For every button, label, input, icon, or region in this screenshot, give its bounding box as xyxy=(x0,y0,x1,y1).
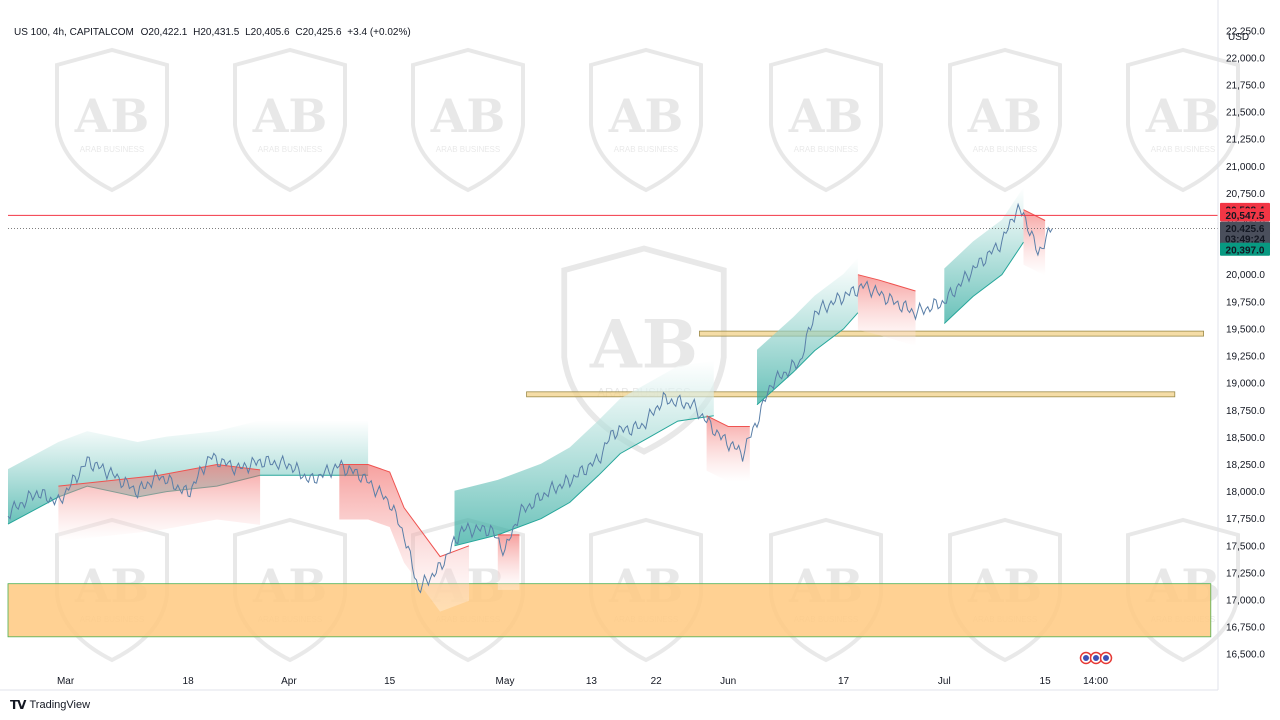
y-tick-label: 19,750.0 xyxy=(1226,297,1265,308)
watermark-shield-5: AB ARAB BUSINESS xyxy=(948,47,1062,193)
trend-cloud-green-edge-3 xyxy=(943,241,1024,324)
watermark-monogram: AB xyxy=(74,89,150,143)
price-tag-label-4: 20,397.0 xyxy=(1226,245,1265,256)
x-tick-label: 22 xyxy=(651,676,663,687)
event-icon-core-2 xyxy=(1103,655,1109,661)
y-tick-label: 21,250.0 xyxy=(1226,135,1265,146)
zone-2 xyxy=(7,583,1212,638)
trend-cloud-red-edge-3 xyxy=(706,415,750,427)
x-tick-label: Apr xyxy=(281,676,297,687)
y-tick-label: 16,750.0 xyxy=(1226,623,1265,634)
watermark-brand: ARAB BUSINESS xyxy=(258,145,322,154)
watermark-monogram: AB xyxy=(1145,89,1221,143)
x-tick-label: Jul xyxy=(938,676,951,687)
low-value: L20,405.6 xyxy=(245,27,290,38)
y-tick-label: 20,000.0 xyxy=(1226,270,1265,281)
watermark-shield-2: AB ARAB BUSINESS xyxy=(411,47,525,193)
watermark-brand: ARAB BUSINESS xyxy=(614,145,678,154)
x-tick-label: Mar xyxy=(57,676,75,687)
y-tick-label: 19,000.0 xyxy=(1226,379,1265,390)
watermark-shield-6: AB ARAB BUSINESS xyxy=(1126,47,1240,193)
y-tick-label: 21,750.0 xyxy=(1226,81,1265,92)
trend-cloud-red-0 xyxy=(58,464,261,542)
watermark-shield-0: AB ARAB BUSINESS xyxy=(55,47,169,193)
event-icon-core-0 xyxy=(1083,655,1089,661)
y-tick-label: 16,500.0 xyxy=(1226,650,1265,661)
tradingview-logo[interactable]: 𝗧𝗩 TradingView xyxy=(10,698,90,712)
y-tick-label: 17,000.0 xyxy=(1226,596,1265,607)
x-tick-label: Jun xyxy=(720,676,736,687)
chart-legend: US 100, 4h, CAPITALCOM O20,422.1 H20,431… xyxy=(14,27,411,38)
y-tick-label: 22,000.0 xyxy=(1226,53,1265,64)
trend-cloud-green-3 xyxy=(944,187,1024,324)
y-tick-label: 19,250.0 xyxy=(1226,352,1265,363)
x-tick-label: 17 xyxy=(838,676,850,687)
y-tick-label: 20,750.0 xyxy=(1226,189,1265,200)
x-tick-label: 13 xyxy=(586,676,598,687)
price-tag-label-1: 20,547.5 xyxy=(1226,211,1265,222)
x-tick-label: 15 xyxy=(384,676,396,687)
y-tick-label: 17,750.0 xyxy=(1226,514,1265,525)
high-value: H20,431.5 xyxy=(193,27,240,38)
price-tag-4 xyxy=(1220,242,1270,256)
y-tick-label: 18,500.0 xyxy=(1226,433,1265,444)
y-tick-label: 21,500.0 xyxy=(1226,108,1265,119)
watermark-shield-1: AB ARAB BUSINESS xyxy=(233,47,347,193)
watermark-brand: ARAB BUSINESS xyxy=(1151,145,1215,154)
zone-0 xyxy=(699,330,1204,337)
watermark-shield-4: AB ARAB BUSINESS xyxy=(769,47,883,193)
y-tick-label: 20,500.0 xyxy=(1226,216,1265,227)
watermark-monogram: AB xyxy=(430,89,506,143)
watermark-shield-3: AB ARAB BUSINESS xyxy=(589,47,703,193)
trend-cloud-green-edge-2 xyxy=(756,312,859,406)
trend-cloud-green-1 xyxy=(454,360,714,546)
price-tag-3 xyxy=(1220,232,1270,246)
y-tick-label: 18,000.0 xyxy=(1226,487,1265,498)
zone-1 xyxy=(526,391,1176,398)
y-tick-label: 21,000.0 xyxy=(1226,162,1265,173)
trend-cloud-red-edge-4 xyxy=(857,274,916,292)
open-value: O20,422.1 xyxy=(140,27,188,38)
x-tick-label: 15 xyxy=(1040,676,1052,687)
x-tick-label: May xyxy=(496,676,515,687)
watermark-monogram: AB xyxy=(608,89,684,143)
watermark-monogram: AB xyxy=(967,89,1043,143)
price-tag-label-3: 03:49:24 xyxy=(1225,235,1265,246)
x-tick-label: 18 xyxy=(183,676,195,687)
price-tag-label-2: 20,425.6 xyxy=(1226,224,1265,235)
price-tag-1 xyxy=(1220,208,1270,222)
watermark-monogram: AB xyxy=(252,89,328,143)
currency-label: USD xyxy=(1228,32,1249,43)
change-value: +3.4 (+0.02%) xyxy=(347,27,411,38)
tradingview-label: TradingView xyxy=(29,699,91,711)
watermark-brand: ARAB BUSINESS xyxy=(80,145,144,154)
symbol-label: US 100, 4h, CAPITALCOM xyxy=(14,27,134,38)
y-tick-label: 19,500.0 xyxy=(1226,324,1265,335)
x-tick-label: 14:00 xyxy=(1083,676,1108,687)
trend-cloud-red-edge-1 xyxy=(339,464,470,558)
y-tick-label: 17,250.0 xyxy=(1226,568,1265,579)
event-icon-core-1 xyxy=(1093,655,1099,661)
close-value: C20,425.6 xyxy=(295,27,342,38)
y-tick-label: 18,250.0 xyxy=(1226,460,1265,471)
watermark-monogram: AB xyxy=(788,89,864,143)
trend-cloud-red-2 xyxy=(497,534,520,590)
watermark-brand: ARAB BUSINESS xyxy=(436,145,500,154)
watermark-brand: ARAB BUSINESS xyxy=(973,145,1037,154)
price-line xyxy=(7,202,1053,594)
price-tag-2 xyxy=(1220,221,1270,235)
y-tick-label: 18,750.0 xyxy=(1226,406,1265,417)
watermark-brand: ARAB BUSINESS xyxy=(794,145,858,154)
y-tick-label: 17,500.0 xyxy=(1226,541,1265,552)
tradingview-icon: 𝗧𝗩 xyxy=(10,698,27,712)
y-tick-label: 22,250.0 xyxy=(1226,26,1265,37)
